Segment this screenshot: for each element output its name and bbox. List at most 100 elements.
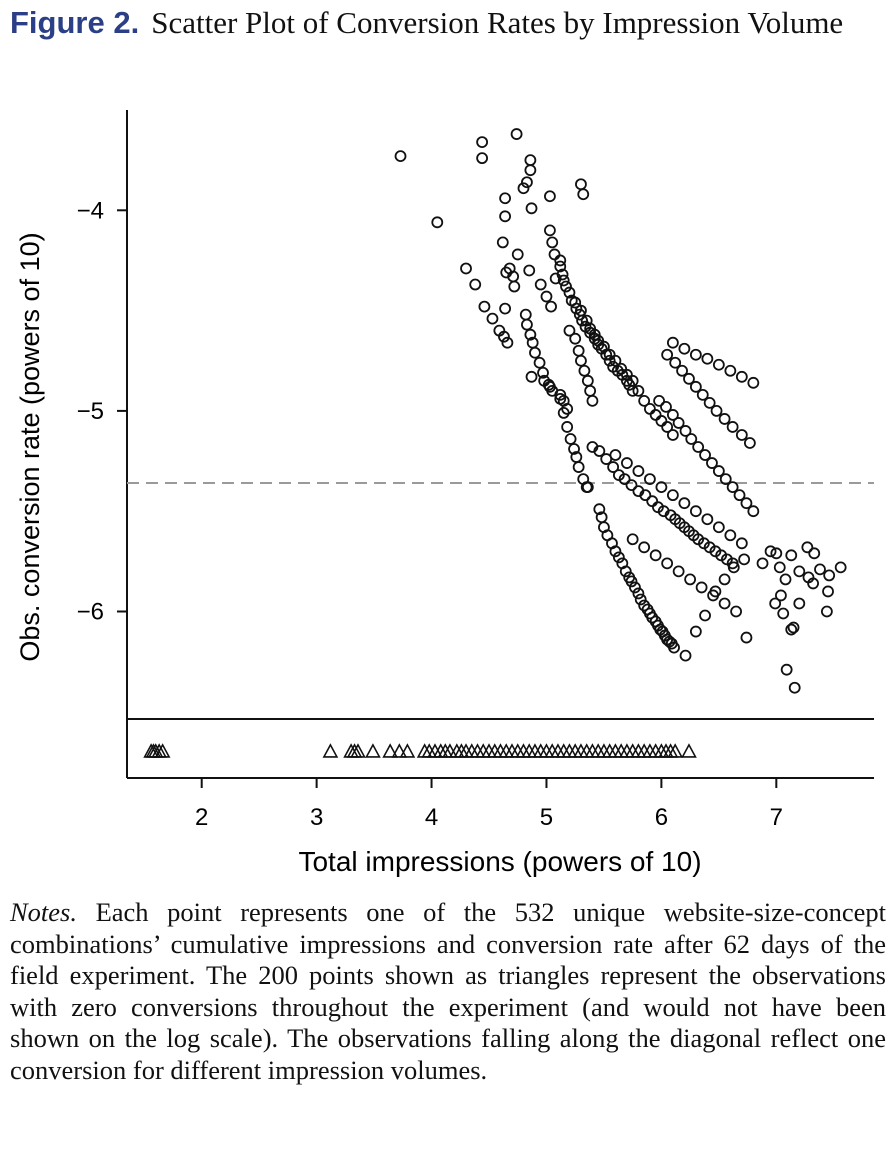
scatter-point-circle: [545, 300, 557, 313]
scatter-point-circle: [660, 400, 672, 413]
scatter-point-circle: [609, 449, 622, 461]
scatter-point-circle: [501, 336, 514, 349]
scatter-point-circle: [581, 374, 594, 387]
x-tick-label: 7: [770, 804, 783, 831]
scatter-point-circle: [649, 409, 662, 421]
y-tick-label: −4: [77, 197, 104, 224]
scatter-point-circle: [607, 461, 620, 473]
scatter-point-circle: [584, 384, 597, 397]
scatter-point-circle: [593, 503, 606, 516]
scatter-point-circle: [775, 589, 787, 602]
scatter-point-circle: [653, 394, 665, 407]
scatter-point-circle: [769, 597, 782, 610]
zero-conversion-triangle: [154, 743, 171, 758]
scatter-point-circle: [756, 557, 769, 570]
scatter-point-circle: [718, 597, 731, 610]
scatter-point-circle: [666, 489, 679, 502]
scatter-point-circle: [644, 473, 656, 486]
scatter-point-circle: [695, 581, 708, 594]
x-axis-label: Total impressions (powers of 10): [298, 846, 701, 877]
scatter-point-circle: [669, 356, 682, 369]
scatter-point-circle: [644, 402, 656, 415]
scatter-point-circle: [563, 286, 576, 299]
scatter-point-circle: [672, 565, 685, 578]
zero-conversion-triangle: [322, 743, 339, 758]
zero-conversion-triangle: [681, 743, 697, 758]
scatter-point-circle: [499, 192, 511, 205]
x-axis-ticks: 2 3 4 5 6 7: [195, 778, 783, 831]
scatter-point-circle: [718, 413, 731, 425]
scatter-point-circle: [549, 272, 562, 285]
x-tick-label: 3: [310, 804, 323, 831]
scatter-point-circle: [561, 402, 574, 415]
scatter-point-circle: [787, 621, 800, 634]
scatter-point-circle: [718, 573, 731, 586]
zero-conversion-triangle: [382, 743, 399, 758]
scatter-point-circle: [511, 248, 524, 261]
scatter-point-circle: [701, 352, 714, 365]
scatter-point-circle: [661, 421, 674, 433]
scatter-point-circle: [719, 473, 732, 486]
zero-conversion-triangle: [667, 743, 684, 758]
scatter-point-circle: [814, 563, 826, 576]
scatter-point-circle: [525, 370, 538, 383]
scatter-point-circle: [684, 573, 697, 586]
scatter-point-circle: [747, 376, 760, 389]
scatter-point-circle: [779, 573, 792, 586]
scatter-point-circle: [609, 354, 622, 367]
scatter-point-circle: [689, 348, 702, 361]
data-points: [143, 128, 847, 758]
scatter-point-circle: [544, 190, 556, 203]
scatter-point-circle: [517, 182, 530, 195]
scatter-point-circle: [743, 437, 756, 449]
scatter-point-circle: [724, 364, 737, 377]
scatter-point-circle: [568, 443, 580, 455]
scatter-point-circle: [733, 489, 746, 502]
scatter-point-circle: [572, 461, 585, 473]
scatter-point-circle: [548, 248, 561, 261]
scatter-point-circle: [709, 585, 722, 598]
scatter-point-circle: [788, 681, 801, 694]
scatter-point-circle: [603, 354, 616, 367]
scatter-point-circle: [685, 433, 698, 445]
scatter-point-circle: [572, 344, 585, 357]
scatter-point-circle: [600, 348, 613, 361]
scatter-point-circle: [524, 164, 537, 177]
scatter-point-circle: [618, 473, 631, 486]
scatter-point-circle: [770, 547, 783, 560]
scatter-point-circle: [586, 394, 599, 407]
scatter-point-circle: [581, 481, 594, 494]
scatter-point-circle: [609, 545, 622, 558]
scatter-point-circle: [820, 605, 833, 618]
scatter-point-circle: [554, 388, 567, 401]
scatter-point-circle: [557, 274, 570, 287]
scatter-point-circle: [655, 481, 668, 494]
scatter-point-circle: [499, 302, 511, 315]
scatter-point-circle: [563, 324, 576, 337]
scatter-point-circle: [724, 529, 737, 542]
scatter-point-circle: [822, 585, 834, 598]
scatter-point-circle: [578, 364, 591, 377]
scatter-point-circle: [712, 521, 725, 534]
scatter-point-circle: [476, 152, 489, 165]
scatter-point-circle: [632, 587, 645, 600]
x-tick-label: 5: [540, 804, 553, 831]
scatter-point-circle: [469, 278, 482, 291]
scatter-point-circle: [692, 441, 705, 453]
x-tick-label: 6: [655, 804, 668, 831]
scatter-point-circle: [735, 429, 748, 441]
scatter-point-circle: [801, 541, 814, 554]
scatter-point-circle: [561, 421, 574, 433]
scatter-point-circle: [569, 332, 582, 345]
scatter-point-circle: [394, 150, 407, 163]
scatter-point-circle: [649, 549, 662, 562]
scatter-point-circle: [478, 300, 491, 313]
scatter-point-circle: [575, 304, 587, 317]
scatter-point-circle: [808, 547, 821, 560]
scatter-point-circle: [621, 457, 633, 469]
scatter-point-circle: [706, 457, 718, 469]
scatter-point-circle: [554, 254, 567, 267]
scatter-point-circle: [540, 290, 553, 303]
scatter-point-circle: [666, 336, 679, 349]
scatter-point-circle: [740, 497, 753, 510]
